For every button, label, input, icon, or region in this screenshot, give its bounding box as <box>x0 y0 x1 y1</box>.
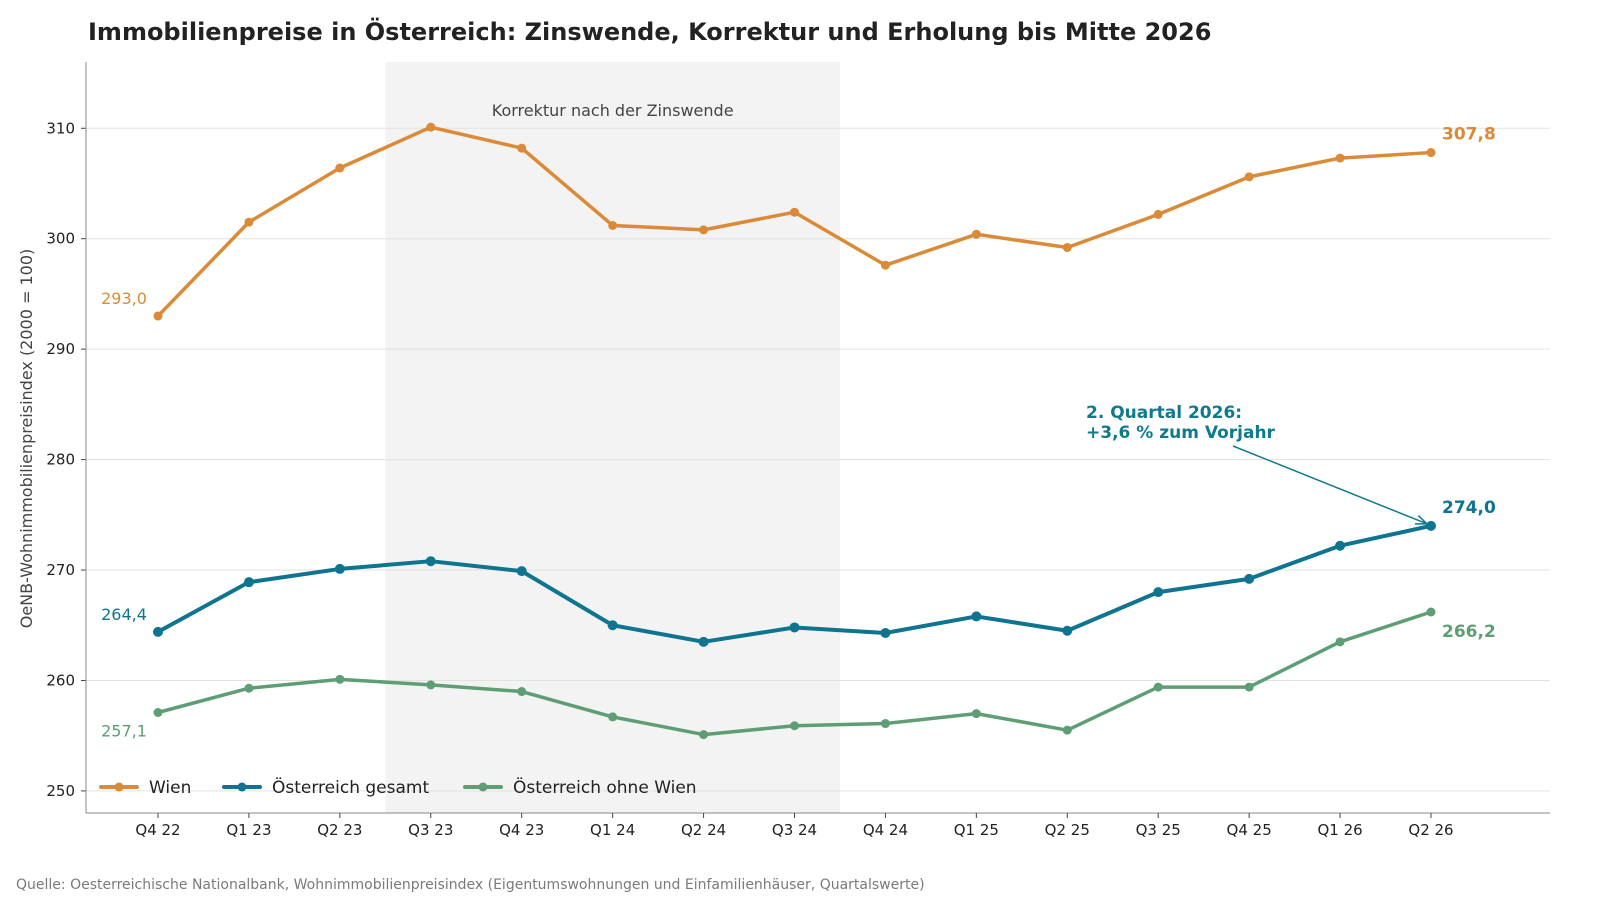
data-point <box>153 311 163 321</box>
data-point <box>335 163 345 173</box>
legend-entry-label: Österreich gesamt <box>272 776 429 798</box>
data-point <box>880 719 890 729</box>
data-point <box>517 687 527 697</box>
axes-layer: 250 260 270 280 290 300 310 Q4 22 Q1 23 Q2 23 Q3 2… <box>17 62 1550 839</box>
data-point <box>880 260 890 270</box>
data-point <box>243 577 254 588</box>
chart-title: Immobilienpreise in Österreich: Zinswend… <box>88 18 1212 46</box>
end-value-label: 266,2 <box>1442 622 1496 642</box>
y-tick-label: 270 <box>46 561 75 579</box>
data-point <box>1244 573 1255 584</box>
data-point <box>1426 520 1436 531</box>
y-axis-title: OeNB-Wohnimmobilienpreisindex (2000 = 10… <box>17 249 36 629</box>
data-point <box>790 207 799 217</box>
shaded-region-label: Korrektur nach der Zinswende <box>492 101 734 120</box>
data-point <box>335 674 345 684</box>
legend-entry-label: Österreich ohne Wien <box>513 776 697 798</box>
x-tick-label: Q2 25 <box>1045 821 1090 839</box>
data-point <box>880 627 891 638</box>
data-point <box>426 680 436 690</box>
legend-swatch-marker <box>114 782 124 792</box>
x-tick-label: Q3 25 <box>1136 821 1181 839</box>
data-point <box>1153 682 1163 692</box>
data-point <box>607 620 618 631</box>
data-point <box>698 636 709 647</box>
data-point <box>971 229 981 239</box>
data-point <box>699 730 709 740</box>
data-point <box>1426 148 1436 158</box>
data-point <box>153 626 163 637</box>
y-tick-label: 300 <box>46 230 75 248</box>
legend-swatch-marker <box>237 782 247 792</box>
data-point <box>426 122 436 132</box>
x-tick-label: Q4 24 <box>863 821 908 839</box>
shaded-region-layer: Korrektur nach der Zinswende <box>385 62 840 813</box>
x-tick-label: Q2 23 <box>317 821 362 839</box>
x-tick-label: Q4 25 <box>1227 821 1272 839</box>
annotation-arrow-line <box>1232 445 1428 525</box>
data-point <box>971 709 981 719</box>
start-value-label: 264,4 <box>101 605 147 624</box>
x-tick-label: Q4 23 <box>499 821 544 839</box>
data-point <box>1062 625 1073 636</box>
y-tick-label: 250 <box>46 782 75 800</box>
data-point <box>1335 637 1345 647</box>
x-tick-label: Q1 24 <box>590 821 635 839</box>
data-point <box>1244 172 1254 182</box>
data-point <box>1062 725 1072 735</box>
data-point <box>244 217 254 227</box>
annotation-text: 2. Quartal 2026: <box>1086 403 1242 423</box>
data-point <box>516 566 527 577</box>
x-tick-label: Q3 23 <box>408 821 453 839</box>
shaded-region <box>385 62 840 813</box>
legend-entry-label: Wien <box>149 778 191 798</box>
data-point <box>1335 540 1346 551</box>
chart-source-note: Quelle: Oesterreichische Nationalbank, W… <box>16 877 925 893</box>
end-value-label: 274,0 <box>1442 498 1496 518</box>
y-tick-label: 290 <box>46 340 75 358</box>
annotation-text: +3,6 % zum Vorjahr <box>1086 423 1276 443</box>
data-point <box>153 707 163 717</box>
data-point <box>1335 153 1345 163</box>
data-point <box>1062 243 1072 253</box>
start-value-label: 257,1 <box>101 721 147 740</box>
y-tick-label: 310 <box>46 119 75 137</box>
x-tick-label: Q1 25 <box>954 821 999 839</box>
data-point <box>425 556 436 567</box>
legend: Wien Österreich gesamt Österreich ohne Wie… <box>99 776 697 798</box>
data-labels-layer: 293,0 307,8 264,4 274,0 257,1 266,2 <box>101 125 1496 741</box>
data-point <box>517 143 527 153</box>
x-tick-label: Q4 22 <box>135 821 180 839</box>
data-point <box>1244 682 1254 692</box>
data-point <box>244 683 254 693</box>
data-point <box>334 563 345 574</box>
data-point <box>1153 209 1163 219</box>
x-tick-label: Q3 24 <box>772 821 817 839</box>
annotation-arrow-head <box>1414 515 1429 525</box>
data-point <box>699 225 709 235</box>
series-layer <box>153 122 1436 740</box>
start-value-label: 293,0 <box>101 289 147 308</box>
y-tick-label: 280 <box>46 451 75 469</box>
data-point <box>789 622 800 633</box>
data-point <box>608 220 618 230</box>
y-tick-label: 260 <box>46 671 75 689</box>
x-tick-label: Q1 23 <box>226 821 271 839</box>
x-tick-label: Q2 26 <box>1408 821 1453 839</box>
data-point <box>1153 587 1164 598</box>
data-point <box>790 721 799 731</box>
data-point <box>1426 607 1436 617</box>
data-point <box>971 611 982 622</box>
x-tick-label: Q1 26 <box>1317 821 1362 839</box>
end-value-label: 307,8 <box>1442 125 1496 145</box>
x-tick-label: Q2 24 <box>681 821 726 839</box>
data-point <box>608 712 618 722</box>
annotation-layer: 2. Quartal 2026:+3,6 % zum Vorjahr <box>1086 403 1429 525</box>
legend-swatch-marker <box>478 782 488 792</box>
